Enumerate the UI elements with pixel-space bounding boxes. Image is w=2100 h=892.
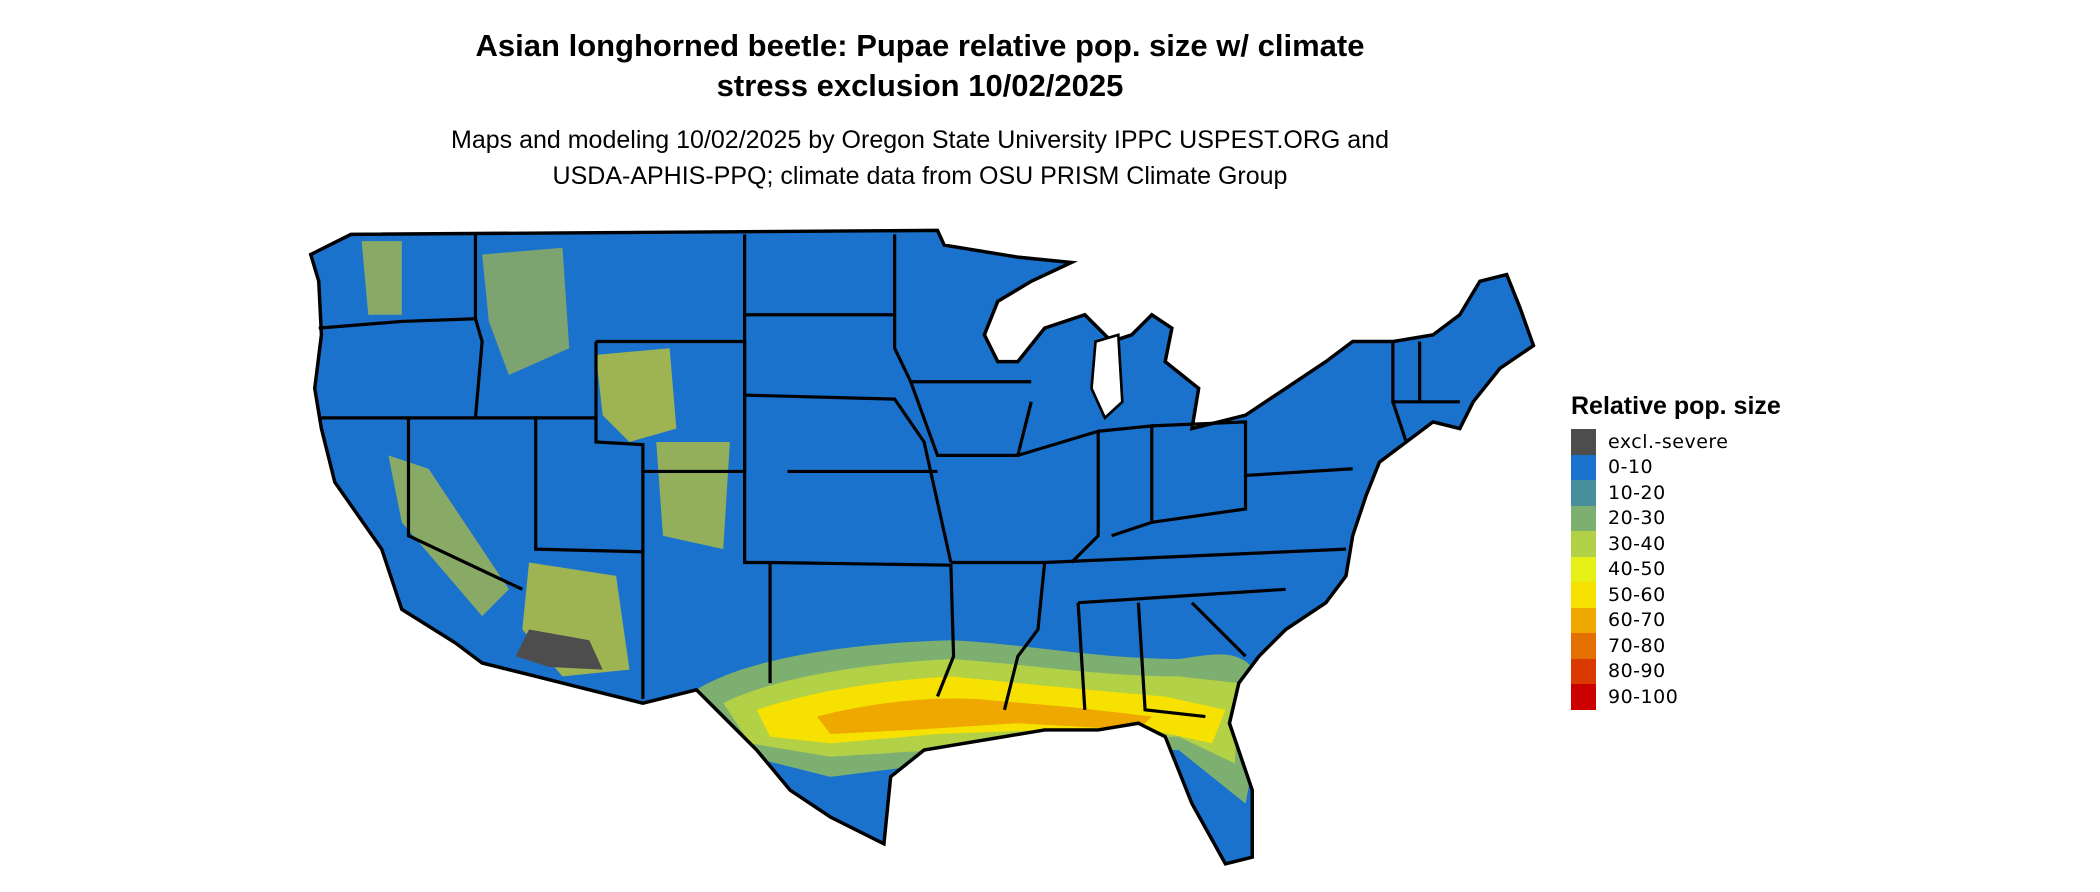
rockies-patch-2	[656, 441, 730, 550]
legend-label: 20-30	[1608, 507, 1666, 530]
legend-label: 10-20	[1608, 481, 1666, 504]
legend-swatch	[1571, 429, 1596, 455]
legend-swatch	[1571, 582, 1596, 608]
legend-item: 70-80	[1571, 633, 1781, 659]
legend-item: 10-20	[1571, 480, 1781, 506]
legend: Relative pop. size excl.-severe 0-10 10-20…	[1571, 392, 1781, 710]
legend-swatch	[1571, 607, 1596, 633]
state-borders	[318, 234, 1460, 719]
legend-item: 0-10	[1571, 454, 1781, 480]
rockies-patch-1	[595, 348, 677, 442]
legend-swatch	[1571, 633, 1596, 659]
legend-item: 90-100	[1571, 684, 1781, 710]
legend-label: 70-80	[1608, 634, 1666, 657]
arizona-excluded-patch	[515, 629, 603, 670]
legend-swatch	[1571, 531, 1596, 557]
legend-label: 50-60	[1608, 583, 1666, 606]
legend-label: 40-50	[1608, 558, 1666, 581]
legend-label: 60-70	[1608, 609, 1666, 632]
legend-label: 90-100	[1608, 685, 1679, 708]
legend-item: 80-90	[1571, 658, 1781, 684]
legend-swatch	[1571, 480, 1596, 506]
map-subtitle: Maps and modeling 10/02/2025 by Oregon S…	[0, 122, 1840, 194]
legend-item: 40-50	[1571, 556, 1781, 582]
legend-item: 50-60	[1571, 582, 1781, 608]
title-line-1: Asian longhorned beetle: Pupae relative …	[475, 28, 1365, 63]
legend-swatch	[1571, 505, 1596, 531]
title-line-2: stress exclusion 10/02/2025	[716, 68, 1124, 103]
legend-swatch	[1571, 556, 1596, 582]
legend-label: excl.-severe	[1608, 430, 1729, 453]
legend-item: excl.-severe	[1571, 429, 1781, 455]
subtitle-line-1: Maps and modeling 10/02/2025 by Oregon S…	[451, 126, 1389, 154]
legend-item: 60-70	[1571, 607, 1781, 633]
gulf-band-peak	[816, 698, 1152, 734]
legend-item: 30-40	[1571, 531, 1781, 557]
legend-label: 30-40	[1608, 532, 1666, 555]
cascades-patch	[361, 241, 402, 315]
legend-swatch	[1571, 454, 1596, 480]
legend-title: Relative pop. size	[1571, 392, 1781, 420]
legend-swatch	[1571, 684, 1596, 710]
map-title: Asian longhorned beetle: Pupae relative …	[0, 26, 1840, 106]
subtitle-line-2: USDA-APHIS-PPQ; climate data from OSU PR…	[552, 162, 1288, 190]
legend-items: excl.-severe 0-10 10-20 20-30 30-40 40-50 50-6…	[1571, 429, 1781, 710]
sierra-patch	[388, 455, 509, 617]
legend-label: 80-90	[1608, 660, 1666, 683]
lake-michigan	[1090, 333, 1124, 421]
legend-item: 20-30	[1571, 505, 1781, 531]
legend-swatch	[1571, 658, 1596, 684]
idaho-patch	[482, 247, 570, 376]
legend-label: 0-10	[1608, 456, 1654, 479]
